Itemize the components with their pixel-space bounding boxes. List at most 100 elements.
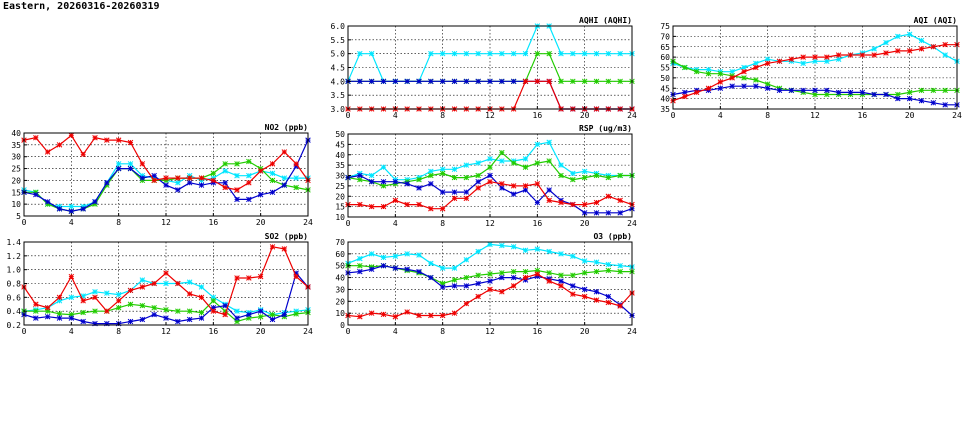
x-tick-label: 16 [533, 111, 543, 120]
data-point-red [451, 195, 458, 202]
data-point-red [605, 193, 612, 200]
data-point-blue [475, 78, 481, 85]
y-tick-label: 25 [335, 182, 345, 191]
data-point-cyan [104, 290, 110, 296]
data-point-blue [883, 91, 889, 98]
data-point-cyan [546, 248, 552, 255]
data-point-red [198, 175, 205, 181]
data-point-blue [139, 316, 146, 323]
data-point-green [942, 87, 948, 94]
data-point-cyan [883, 39, 889, 46]
data-point-blue [428, 181, 434, 187]
data-point-green [593, 172, 600, 179]
chart-title: RSP (ug/m3) [579, 124, 632, 133]
data-point-cyan [475, 50, 481, 57]
data-point-blue [127, 165, 134, 172]
data-point-blue [234, 196, 240, 203]
data-point-blue [788, 87, 795, 94]
data-point-blue [499, 274, 505, 281]
data-point-cyan [428, 168, 434, 175]
data-point-blue [357, 78, 363, 85]
data-point-blue [151, 311, 157, 318]
data-point-cyan [439, 50, 446, 57]
data-point-red [210, 177, 217, 184]
y-tick-label: 60 [335, 250, 345, 259]
data-point-red [380, 311, 387, 318]
data-point-blue [522, 187, 529, 193]
data-point-cyan [593, 259, 600, 265]
data-point-red [357, 201, 363, 208]
x-tick-label: 20 [256, 218, 266, 227]
x-tick-label: 24 [952, 111, 962, 120]
x-tick-label: 8 [765, 111, 770, 120]
data-point-cyan [522, 50, 529, 57]
data-point-red [617, 197, 623, 204]
data-point-cyan [451, 50, 458, 57]
data-point-green [257, 313, 264, 320]
data-point-red [522, 274, 529, 281]
data-point-green [605, 267, 612, 274]
data-point-green [930, 87, 937, 94]
data-point-blue [33, 191, 39, 198]
data-point-green [451, 277, 458, 283]
data-point-red [581, 293, 588, 300]
data-point-blue [605, 293, 612, 300]
data-point-red [942, 41, 948, 48]
data-point-red [859, 52, 866, 58]
data-point-blue [104, 180, 110, 186]
data-point-red [451, 310, 458, 316]
data-point-red [705, 85, 712, 92]
data-point-blue [357, 172, 363, 179]
data-point-green [115, 304, 122, 311]
data-point-red [56, 294, 63, 301]
data-point-green [293, 311, 299, 317]
data-point-green [293, 184, 299, 191]
data-point-blue [92, 199, 98, 205]
data-point-blue [392, 265, 399, 271]
data-point-blue [68, 208, 75, 215]
data-point-red [439, 312, 446, 319]
data-point-blue [281, 182, 288, 188]
data-point-green [617, 268, 623, 275]
data-point-cyan [593, 50, 600, 57]
data-point-blue [222, 302, 228, 309]
data-point-green [906, 89, 913, 96]
data-point-blue [463, 189, 470, 195]
data-point-blue [593, 289, 600, 295]
data-point-blue [33, 315, 39, 321]
data-point-red [487, 178, 493, 185]
y-tick-label: 20 [335, 192, 345, 201]
data-point-cyan [475, 248, 481, 255]
data-point-blue [682, 89, 688, 96]
y-tick-label: 70 [335, 238, 345, 247]
data-point-cyan [428, 50, 434, 57]
chart-aqhi: 0 4 8 12 16 20 24 3.0 3.5 4.0 4.5 5.0 5.5 6.0 AQHI (AQ… [331, 16, 637, 120]
data-point-cyan [380, 164, 387, 170]
data-point-green [558, 172, 564, 179]
y-tick-label: 30 [335, 285, 345, 294]
data-point-green [499, 270, 505, 276]
data-point-green [269, 311, 276, 318]
data-point-red [918, 46, 925, 52]
data-point-red [293, 273, 299, 280]
data-point-cyan [186, 279, 193, 285]
data-point-green [570, 272, 576, 278]
data-point-green [605, 174, 612, 181]
data-point-red [80, 298, 86, 304]
y-tick-label: 30 [335, 172, 345, 181]
series-line-cyan [672, 33, 958, 73]
y-tick-label: 15 [11, 188, 21, 197]
data-point-red [439, 205, 446, 212]
x-tick-label: 0 [346, 111, 351, 120]
data-point-green [581, 270, 588, 276]
data-point-cyan [428, 260, 434, 267]
data-point-red [416, 312, 422, 319]
data-point-red [104, 137, 110, 143]
data-point-red [682, 93, 688, 100]
data-point-green [210, 298, 217, 304]
data-point-green [617, 172, 623, 179]
y-tick-label: 20 [11, 176, 21, 185]
data-point-red [56, 142, 63, 148]
data-point-cyan [451, 265, 458, 271]
